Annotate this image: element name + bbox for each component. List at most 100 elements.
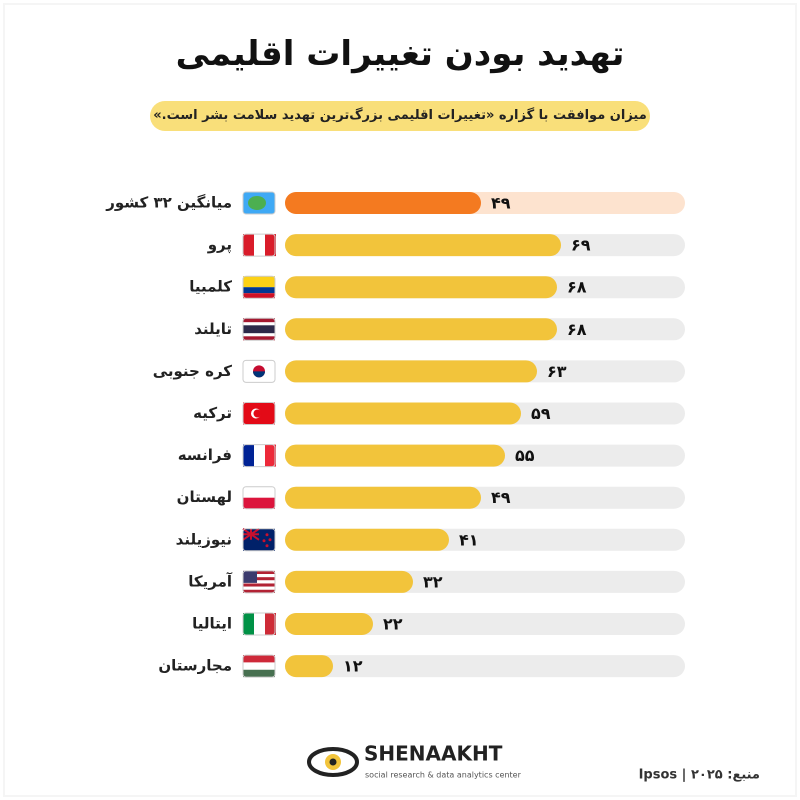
bar <box>285 486 481 509</box>
brand-tagline: social research & data analytics center <box>365 771 522 780</box>
bar-track <box>285 655 685 678</box>
category-label: نیوزیلند <box>176 530 232 548</box>
flag-stripe <box>254 613 265 635</box>
flag <box>242 612 276 636</box>
bar <box>285 444 505 467</box>
flag-sym <box>253 371 265 378</box>
flag-stripe <box>243 444 254 467</box>
flag-border <box>242 486 276 510</box>
flag-sym <box>253 409 262 418</box>
flag-stripe <box>265 444 276 467</box>
flag-border <box>242 275 276 299</box>
bar <box>285 234 561 257</box>
source: منبع: ۲۰۲۵ | Ipsos <box>639 768 760 783</box>
bar <box>285 192 481 214</box>
value-label: ۶۹ <box>571 236 591 255</box>
category-label: لهستان <box>177 488 232 506</box>
flag <box>242 486 276 510</box>
bar <box>285 276 557 299</box>
flag-stripe <box>243 669 275 678</box>
value-label: ۴۹ <box>491 488 511 507</box>
flag-sym <box>265 533 269 537</box>
flag-border <box>242 528 276 552</box>
category-label: ترکیه <box>193 404 232 422</box>
bar <box>285 402 521 425</box>
flag-stripe <box>243 580 275 584</box>
frame <box>3 3 797 797</box>
flag <box>242 317 276 341</box>
value-label: ۲۲ <box>383 615 403 634</box>
bar <box>285 655 333 678</box>
flag-canton <box>243 570 257 583</box>
flag-stripe <box>243 333 275 337</box>
flag-land <box>248 196 266 210</box>
flag-border <box>242 612 276 636</box>
category-label: میانگین ۳۲ کشور <box>105 194 232 212</box>
flag-stripe <box>243 577 275 581</box>
value-label: ۶۳ <box>547 362 567 381</box>
flag-stripe <box>243 234 254 257</box>
flag-sym <box>265 544 269 548</box>
flag <box>242 527 276 552</box>
bar <box>285 528 449 551</box>
flag-stripe <box>254 234 265 257</box>
flag-border <box>242 317 276 341</box>
flag <box>242 359 276 383</box>
flag-stripe <box>265 234 276 257</box>
flag-sym <box>242 527 260 541</box>
flag-stripe <box>243 322 275 326</box>
flag <box>242 233 276 257</box>
category-label: آمریکا <box>188 572 233 590</box>
flag-stripe <box>243 586 275 590</box>
chart-title: تهدید بودن تغییرات اقلیمی <box>175 34 625 74</box>
flag-stripe <box>254 444 265 467</box>
bar <box>285 318 557 341</box>
flag-sym <box>268 538 272 542</box>
flag-stripe <box>243 570 275 575</box>
flag-stripe <box>243 293 275 299</box>
value-label: ۴۱ <box>459 530 479 549</box>
bar <box>285 613 373 635</box>
flag-border <box>242 191 276 215</box>
category-label: تایلند <box>194 320 232 338</box>
flag <box>242 570 276 594</box>
flag-stripe <box>243 325 275 334</box>
category-label: کلمبیا <box>189 278 232 296</box>
flag <box>242 654 276 678</box>
value-label: ۵۹ <box>531 404 551 423</box>
logo: SHENAAKHT social research & data analyti… <box>307 742 522 780</box>
flag-border <box>242 444 276 468</box>
category-label: مجارستان <box>158 657 232 675</box>
bar <box>285 570 413 593</box>
value-label: ۶۸ <box>567 320 587 339</box>
flag-stripe <box>243 287 275 294</box>
flag-stripe <box>243 613 254 635</box>
value-label: ۳۲ <box>423 572 443 591</box>
flag <box>242 191 276 215</box>
flag-stripe <box>243 589 275 593</box>
flag-stripe <box>243 583 275 587</box>
bar-track <box>285 613 685 635</box>
value-label: ۱۲ <box>343 657 363 676</box>
value-label: ۴۹ <box>491 194 511 213</box>
flag-stripe <box>243 497 275 509</box>
flag <box>242 444 276 468</box>
flag-stripe <box>243 318 275 323</box>
flag-stripe <box>243 574 275 578</box>
flag-stripe <box>243 655 275 663</box>
flag <box>242 402 276 425</box>
category-label: پرو <box>207 236 232 255</box>
flag-border <box>242 359 276 383</box>
flag-stripe <box>243 662 275 670</box>
category-label: کره جنوبی <box>153 362 233 380</box>
flag-border <box>242 654 276 678</box>
chart-subtitle: میزان موافقت با گزاره «تغییرات اقلیمی بز… <box>150 101 650 131</box>
value-label: ۵۵ <box>515 446 535 465</box>
flag-sym <box>262 539 266 543</box>
flag-stripe <box>243 486 275 498</box>
flag-border <box>242 233 276 257</box>
category-label: فرانسه <box>178 446 232 464</box>
flag-border <box>242 570 276 594</box>
flag-border <box>242 402 276 425</box>
category-label: ایتالیا <box>192 615 232 633</box>
